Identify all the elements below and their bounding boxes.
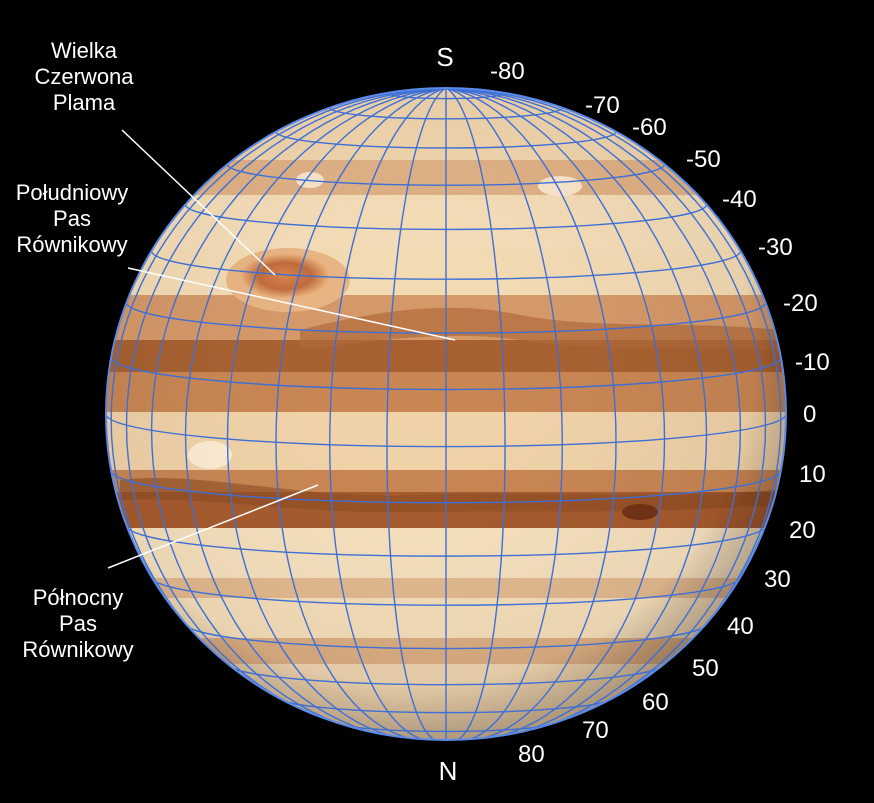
latitude-label: 0	[803, 401, 817, 428]
latitude-label: -20	[783, 290, 818, 317]
latitude-label: 40	[727, 613, 754, 640]
label-great-red-spot: Wielka Czerwona Plama	[34, 38, 133, 116]
label-line: Wielka	[50, 38, 118, 63]
label-line: Równikowy	[22, 637, 134, 662]
label-north-equatorial-belt: Północny Pas Równikowy	[22, 585, 133, 663]
longitude-line	[226, 88, 447, 740]
latitude-label: 60	[642, 689, 669, 716]
neb-leader-line	[107, 484, 319, 569]
latitude-label: 10	[799, 461, 826, 488]
longitude-line	[445, 88, 617, 740]
latitude-label: -30	[758, 234, 793, 261]
longitude-line	[386, 88, 447, 740]
label-line: Północny	[32, 585, 124, 610]
label-line: Czerwona	[34, 64, 134, 89]
label-line: Plama	[52, 90, 116, 115]
latitude-label: -80	[490, 58, 525, 85]
longitude-line	[445, 88, 666, 740]
label-line: Równikowy	[16, 232, 128, 257]
annotation-lines	[107, 129, 456, 569]
planet-limb	[105, 87, 787, 741]
latitude-label: 30	[764, 566, 791, 593]
latitude-label: -70	[585, 92, 620, 119]
longitude-line	[445, 88, 506, 740]
latitude-label: -10	[795, 349, 830, 376]
label-line: Pas	[59, 611, 97, 636]
planet-surface	[106, 88, 786, 740]
longitude-line	[445, 88, 742, 740]
pole-north: N	[438, 756, 458, 786]
label-line: Pas	[53, 206, 91, 231]
longitude-line	[445, 88, 564, 740]
latitude-label: 20	[789, 517, 816, 544]
longitude-line	[275, 88, 447, 740]
label-line: Południowy	[15, 180, 129, 205]
seb-leader-line	[127, 267, 456, 341]
latitude-label: -50	[686, 146, 721, 173]
label-south-equatorial-belt: Południowy Pas Równikowy	[16, 180, 129, 258]
longitude-line	[150, 88, 447, 740]
latitude-label: 70	[582, 717, 609, 744]
longitude-line	[184, 88, 447, 740]
latitude-label: 50	[692, 655, 719, 682]
latitude-label: -40	[722, 186, 757, 213]
grs-leader-line	[121, 129, 276, 276]
pole-south: S	[436, 42, 454, 72]
longitude-line	[445, 88, 708, 740]
latitude-label: 80	[518, 741, 545, 768]
longitude-line	[328, 88, 447, 740]
latitude-label: -60	[632, 114, 667, 141]
